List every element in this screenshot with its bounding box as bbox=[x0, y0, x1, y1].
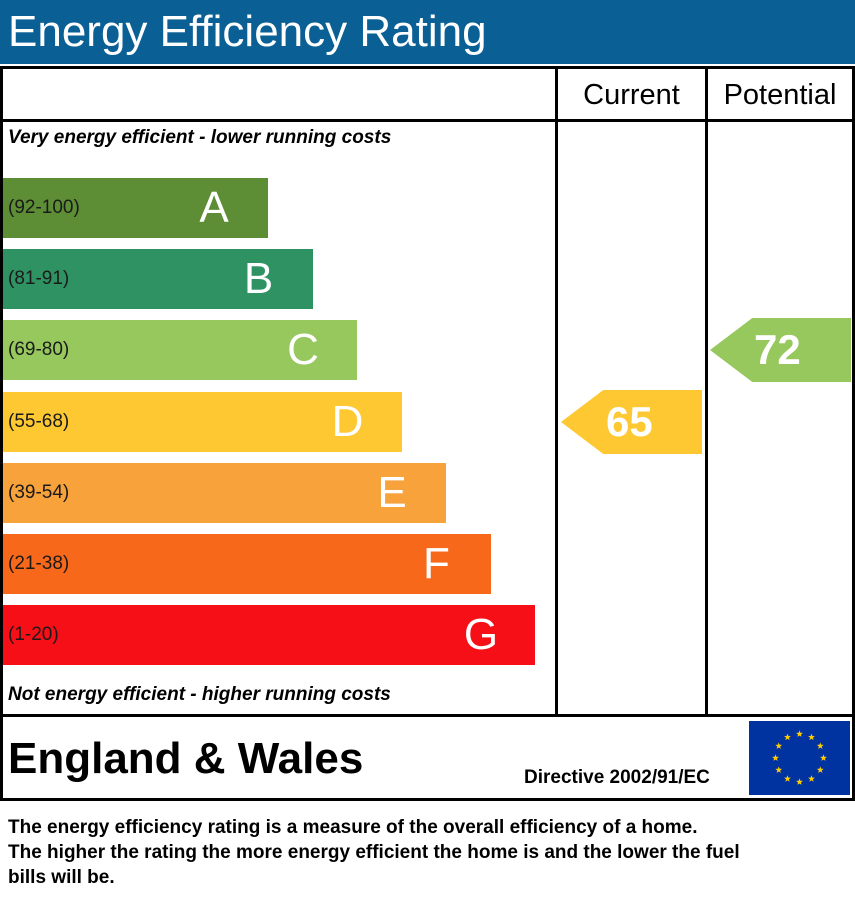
band-f: (21-38) F bbox=[3, 534, 491, 594]
star-icon bbox=[784, 775, 791, 782]
star-icon bbox=[808, 733, 815, 741]
star-icon bbox=[820, 754, 827, 761]
footer-divider bbox=[0, 714, 855, 717]
star-icon bbox=[796, 730, 803, 737]
current-arrow-shape bbox=[561, 389, 702, 454]
band-letter: C bbox=[287, 325, 319, 375]
potential-rating-arrow: 72 bbox=[710, 318, 851, 383]
band-range-label: (92-100) bbox=[8, 197, 80, 218]
directive-label: Directive 2002/91/EC bbox=[524, 767, 710, 788]
band-d: (55-68) D bbox=[3, 391, 402, 452]
band-letter: A bbox=[199, 183, 229, 232]
band-range-label: (69-80) bbox=[8, 339, 70, 361]
bottom-note: Not energy efficient - higher running co… bbox=[8, 684, 391, 705]
band-range-label: (21-38) bbox=[8, 553, 70, 574]
band-e: (39-54) E bbox=[3, 462, 446, 523]
band-g: (1-20) G bbox=[3, 605, 535, 666]
star-icon bbox=[808, 775, 815, 782]
potential-arrow-shape bbox=[710, 318, 851, 383]
band-letter: E bbox=[377, 467, 407, 517]
rating-frame bbox=[0, 66, 855, 801]
description-line: The energy efficiency rating is a measur… bbox=[8, 817, 698, 838]
star-icon bbox=[775, 742, 783, 749]
eu-flag-icon bbox=[749, 721, 850, 795]
page-title: Energy Efficiency Rating bbox=[8, 7, 487, 56]
star-icon bbox=[796, 778, 803, 785]
star-icon bbox=[775, 766, 783, 773]
band-range-label: (81-91) bbox=[8, 268, 70, 290]
description-line: bills will be. bbox=[8, 867, 115, 888]
current-rating-arrow: 65 bbox=[561, 389, 702, 454]
description-line: The higher the rating the more energy ef… bbox=[8, 842, 740, 863]
star-icon bbox=[784, 733, 791, 741]
header-divider bbox=[0, 119, 855, 122]
star-icon bbox=[816, 766, 824, 773]
band-c: (69-80) C bbox=[3, 320, 357, 381]
band-b: (81-91) B bbox=[3, 249, 313, 310]
current-rating-value: 65 bbox=[606, 397, 653, 445]
current-column-header: Current bbox=[583, 79, 680, 111]
band-letter: F bbox=[423, 539, 450, 588]
band-letter: G bbox=[463, 610, 499, 660]
column-divider-current bbox=[555, 66, 558, 717]
star-icon bbox=[816, 742, 824, 749]
star-icon bbox=[772, 754, 779, 761]
band-range-label: (1-20) bbox=[8, 624, 59, 646]
potential-column-header: Potential bbox=[723, 79, 837, 111]
band-range-label: (55-68) bbox=[8, 410, 70, 432]
top-note: Very energy efficient - lower running co… bbox=[8, 127, 392, 148]
band-letter: D bbox=[331, 396, 364, 446]
column-divider-potential bbox=[705, 66, 708, 717]
band-range-label: (39-54) bbox=[8, 481, 70, 503]
title-bar: Energy Efficiency Rating bbox=[0, 0, 855, 64]
band-letter: B bbox=[243, 254, 274, 304]
potential-rating-value: 72 bbox=[754, 326, 801, 374]
region-label: England & Wales bbox=[8, 734, 364, 783]
description: The energy efficiency rating is a measur… bbox=[8, 815, 848, 890]
band-a: (92-100) A bbox=[3, 178, 268, 238]
